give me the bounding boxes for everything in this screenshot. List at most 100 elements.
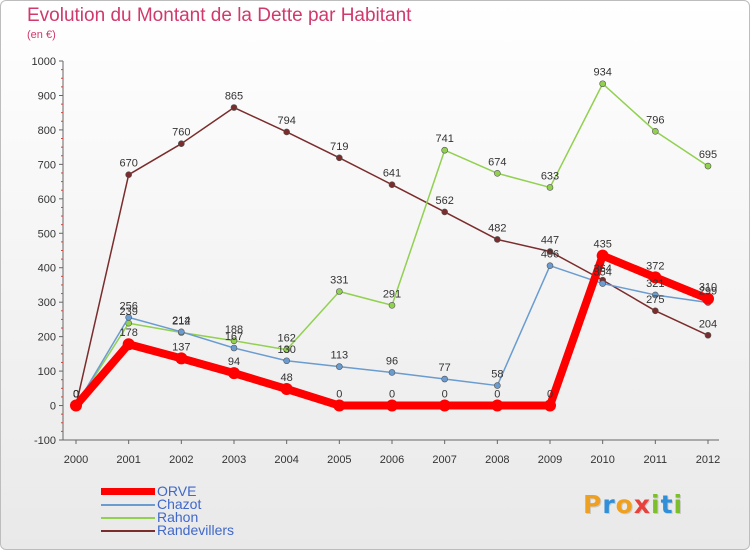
data-label: 0 bbox=[389, 389, 395, 401]
data-label: 275 bbox=[646, 294, 664, 306]
y-tick-label: -100 bbox=[34, 435, 56, 447]
data-label: 94 bbox=[228, 356, 240, 368]
data-point bbox=[491, 399, 504, 412]
data-label: 364 bbox=[593, 263, 611, 275]
data-label: 214 bbox=[172, 315, 190, 327]
data-label: 0 bbox=[73, 389, 79, 401]
data-label: 113 bbox=[331, 350, 349, 362]
x-tick-label: 2003 bbox=[222, 454, 246, 466]
y-tick-label: 500 bbox=[38, 228, 56, 240]
data-point bbox=[702, 292, 714, 305]
proxiti-logo: Proxiti bbox=[583, 490, 683, 519]
x-tick-label: 2001 bbox=[116, 454, 140, 466]
data-label: 137 bbox=[172, 341, 190, 353]
data-label: 406 bbox=[541, 249, 559, 261]
y-tick-label: 100 bbox=[38, 366, 56, 378]
data-label: 695 bbox=[699, 149, 717, 161]
data-point bbox=[283, 128, 290, 136]
legend-item-rahon: Rahon bbox=[101, 509, 341, 525]
data-label: 167 bbox=[225, 331, 243, 343]
legend-item-chazot: Chazot bbox=[101, 496, 341, 512]
data-point bbox=[178, 140, 185, 147]
data-label: 58 bbox=[491, 369, 503, 381]
data-point bbox=[178, 328, 185, 336]
data-label: 794 bbox=[277, 115, 295, 127]
x-tick-label: 2002 bbox=[169, 454, 193, 466]
series-orve bbox=[70, 249, 714, 412]
data-point bbox=[122, 338, 135, 351]
data-label: 331 bbox=[330, 275, 348, 287]
data-point bbox=[388, 301, 396, 309]
data-point bbox=[336, 363, 343, 370]
data-point bbox=[652, 127, 659, 135]
data-label: 291 bbox=[383, 288, 401, 300]
data-point bbox=[599, 280, 606, 287]
data-label: 299 bbox=[699, 286, 717, 298]
legend-swatch-orve bbox=[101, 488, 155, 495]
data-label: 435 bbox=[593, 239, 611, 251]
data-label: 178 bbox=[119, 327, 137, 339]
legend-label-orve: ORVE bbox=[157, 483, 197, 499]
legend-swatch-rahon bbox=[101, 517, 155, 519]
data-label: 204 bbox=[699, 318, 717, 330]
data-point bbox=[544, 399, 556, 412]
chart-title: Evolution du Montant de la Dette par Hab… bbox=[27, 5, 412, 26]
data-point bbox=[652, 307, 659, 315]
x-tick-label: 2000 bbox=[64, 454, 88, 466]
data-point bbox=[441, 208, 448, 216]
logo-letter: i bbox=[673, 490, 684, 519]
data-point bbox=[599, 80, 606, 88]
data-point bbox=[280, 383, 293, 396]
data-point bbox=[283, 346, 290, 354]
x-tick-label: 2010 bbox=[590, 454, 614, 466]
data-point bbox=[441, 375, 448, 383]
series-randevillers bbox=[72, 104, 712, 409]
data-label: 641 bbox=[383, 168, 401, 180]
data-label: 670 bbox=[119, 158, 137, 170]
data-point bbox=[704, 162, 712, 170]
legend-label-randevillers: Randevillers bbox=[157, 522, 235, 538]
logo-letter: o bbox=[615, 490, 634, 519]
data-label: 796 bbox=[646, 114, 664, 126]
y-tick-label: 400 bbox=[38, 263, 56, 275]
x-tick-label: 2004 bbox=[274, 454, 298, 466]
data-point bbox=[336, 154, 343, 162]
data-label: 562 bbox=[435, 195, 453, 207]
data-point bbox=[386, 399, 398, 412]
legend-swatch-chazot bbox=[101, 504, 155, 506]
legend-swatch-randevillers bbox=[101, 530, 155, 532]
y-tick-label: 0 bbox=[50, 401, 56, 413]
logo-letter: P bbox=[583, 490, 603, 519]
data-point bbox=[228, 367, 240, 380]
data-point bbox=[175, 352, 188, 365]
logo-letter: x bbox=[633, 490, 651, 519]
data-label: 77 bbox=[439, 362, 451, 374]
data-point bbox=[70, 399, 82, 412]
data-point bbox=[230, 344, 238, 352]
legend-item-orve: ORVE bbox=[101, 483, 341, 499]
legend-label-rahon: Rahon bbox=[157, 509, 199, 525]
data-label: 0 bbox=[73, 389, 79, 401]
data-label: 760 bbox=[172, 127, 190, 139]
legend-label-chazot: Chazot bbox=[157, 496, 202, 512]
data-label: 321 bbox=[646, 278, 664, 290]
data-label: 719 bbox=[330, 141, 348, 153]
data-label: 674 bbox=[488, 156, 506, 168]
y-tick-label: 1000 bbox=[32, 56, 56, 68]
data-point bbox=[494, 170, 501, 177]
y-tick-label: 300 bbox=[38, 297, 56, 309]
data-point bbox=[283, 357, 290, 365]
data-label: 162 bbox=[277, 333, 295, 345]
data-point bbox=[649, 271, 662, 284]
legend-item-randevillers: Randevillers bbox=[101, 522, 341, 538]
data-label: 354 bbox=[593, 267, 611, 279]
data-label: 130 bbox=[277, 344, 295, 356]
data-label: 865 bbox=[225, 91, 243, 103]
data-point bbox=[652, 291, 659, 299]
x-tick-label: 2009 bbox=[538, 454, 562, 466]
data-label: 0 bbox=[73, 389, 79, 401]
data-point bbox=[704, 331, 712, 339]
y-tick-label: 900 bbox=[38, 90, 56, 102]
data-point bbox=[125, 171, 132, 178]
